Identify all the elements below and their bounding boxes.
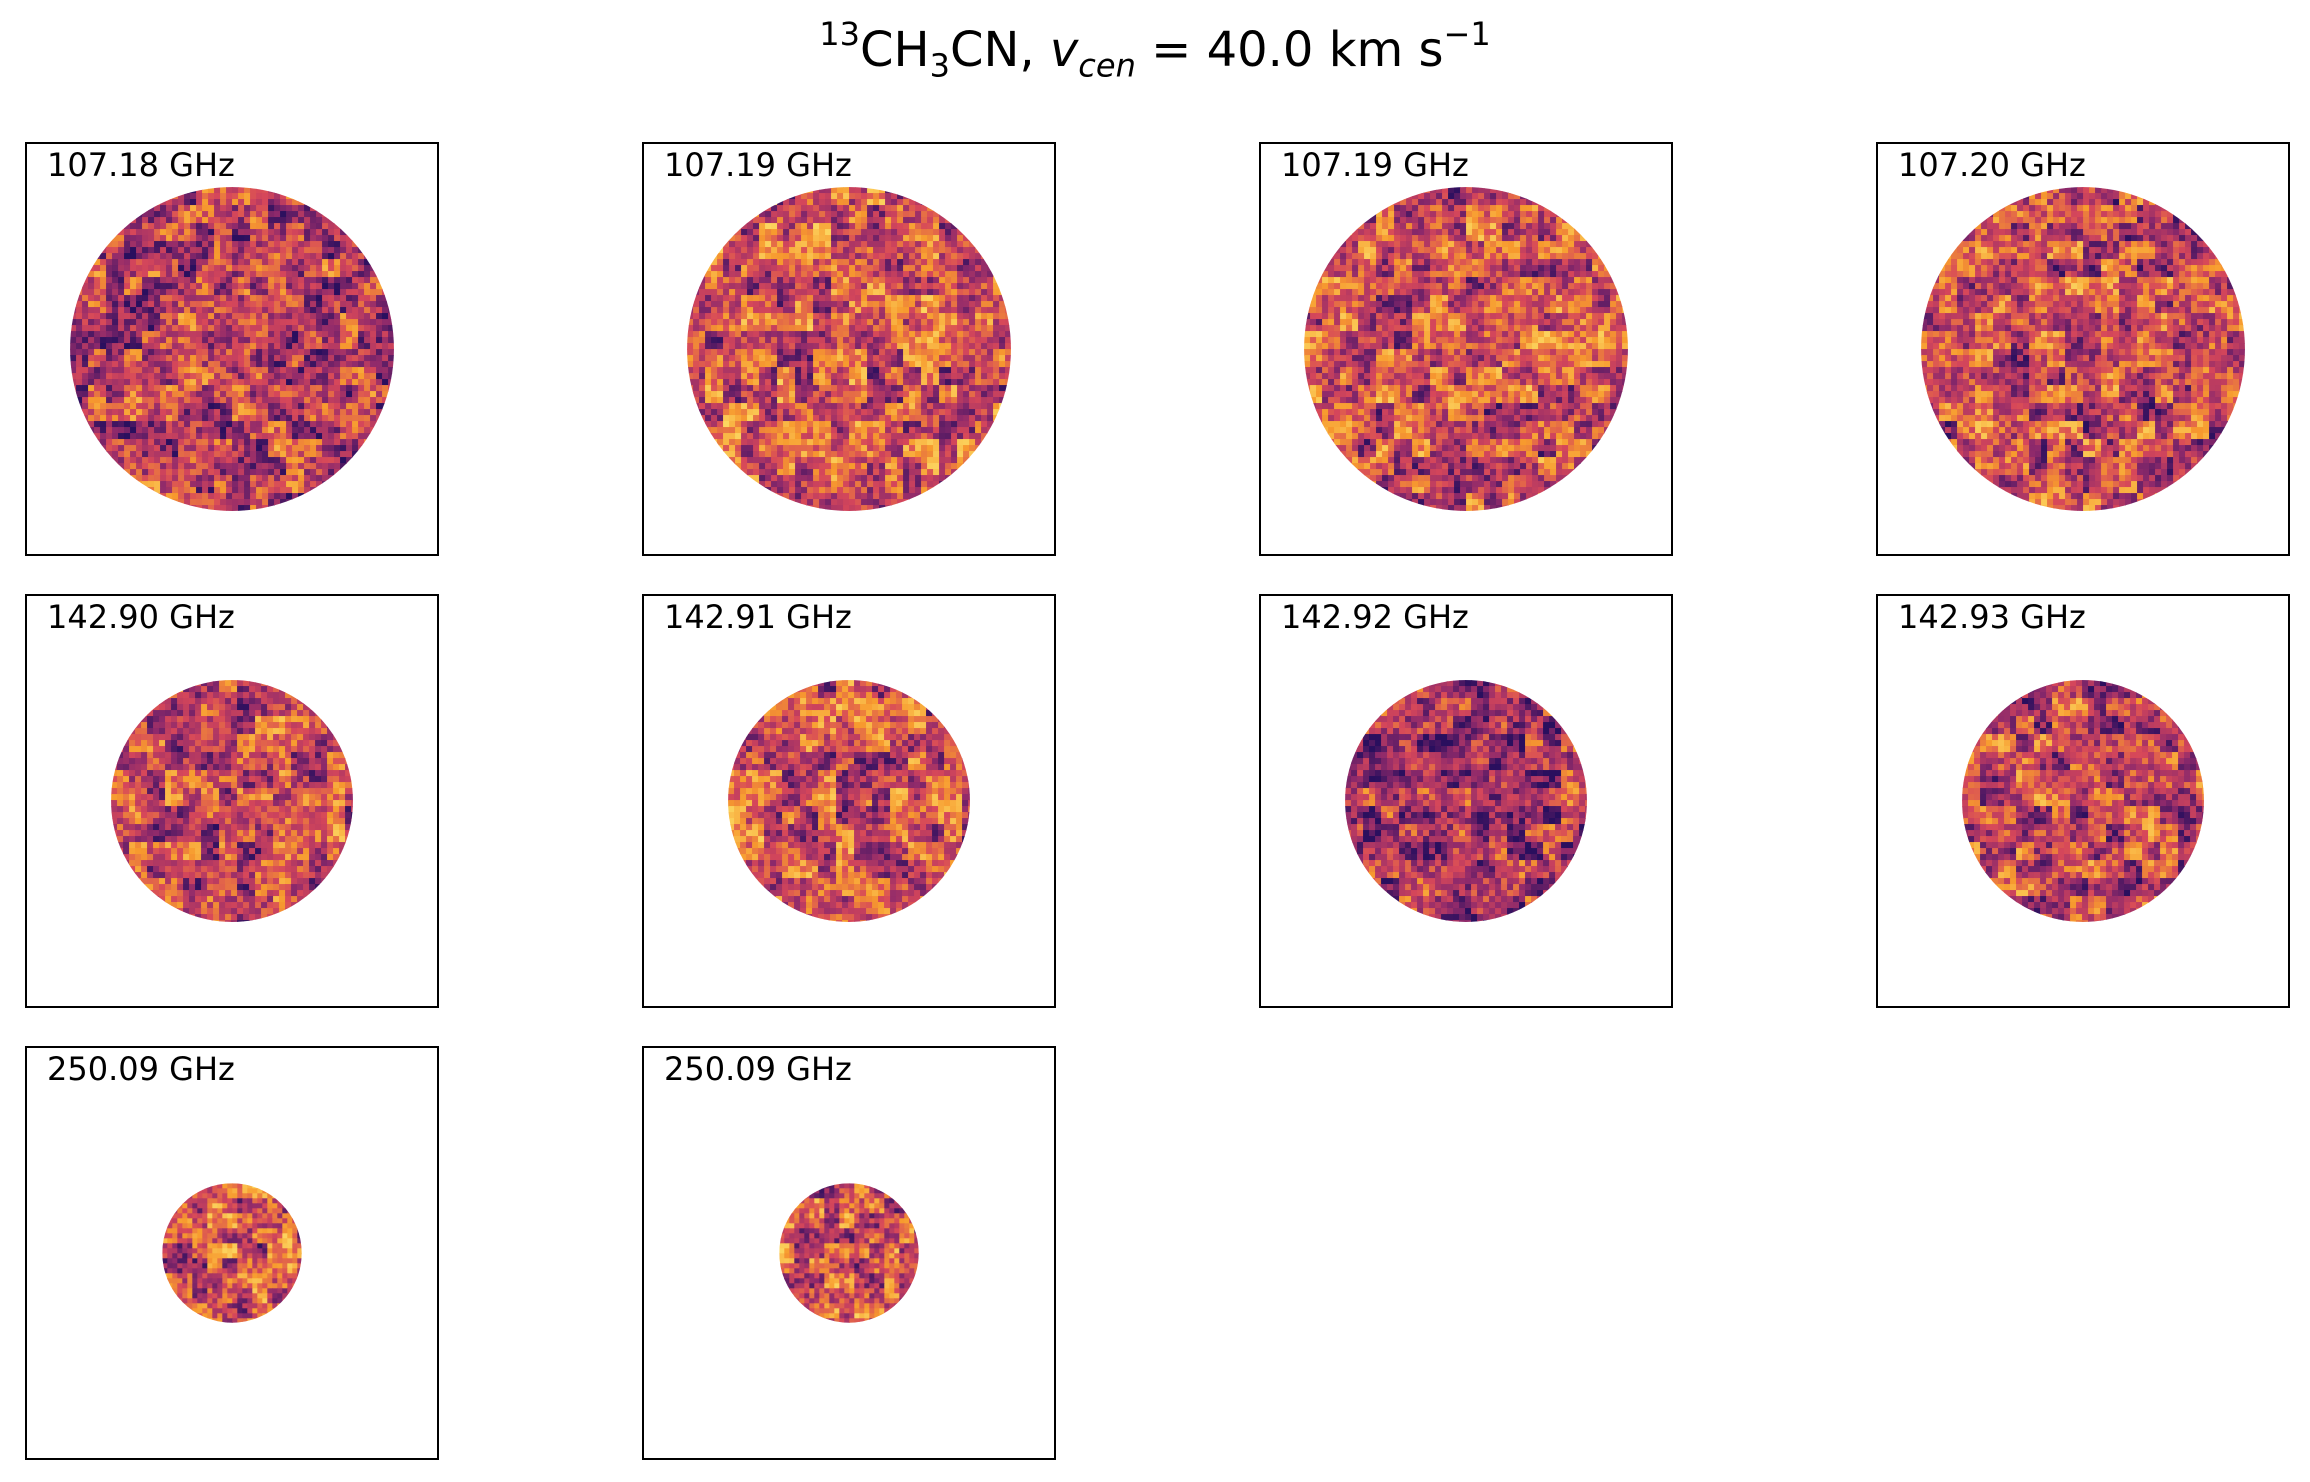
map-panel: 250.09 GHz [25,1046,439,1460]
map-panel: 142.93 GHz [1876,594,2290,1008]
beam-disc [1345,680,1587,922]
map-panel: 142.90 GHz [25,594,439,1008]
intensity-map [728,680,970,922]
title-pre: CH [859,22,930,78]
beam-disc [687,187,1011,511]
panel-frequency-label: 107.18 GHz [47,146,235,184]
map-panel: 250.09 GHz [642,1046,1056,1460]
intensity-map [779,1183,919,1323]
intensity-map [1962,680,2204,922]
figure-title: 13CH3CN, vcen = 40.0 km s−1 [0,18,2310,82]
panel-frequency-label: 107.19 GHz [1281,146,1469,184]
intensity-map [687,187,1011,511]
map-panel: 107.18 GHz [25,142,439,556]
panel-frequency-label: 250.09 GHz [664,1050,852,1088]
title-var: v [1049,22,1079,78]
beam-disc [111,680,353,922]
beam-disc [1962,680,2204,922]
intensity-map [1304,187,1628,511]
title-value: = 40.0 km s [1135,22,1444,78]
map-panel: 107.19 GHz [1259,142,1673,556]
panel-frequency-label: 107.20 GHz [1898,146,2086,184]
panel-frequency-label: 142.90 GHz [47,598,235,636]
intensity-map [1921,187,2245,511]
intensity-map [162,1183,302,1323]
panel-frequency-label: 250.09 GHz [47,1050,235,1088]
beam-disc [1921,187,2245,511]
beam-disc [1304,187,1628,511]
panel-frequency-label: 142.93 GHz [1898,598,2086,636]
beam-disc [728,680,970,922]
map-panel: 142.92 GHz [1259,594,1673,1008]
map-panel: 107.20 GHz [1876,142,2290,556]
intensity-map [1345,680,1587,922]
panel-frequency-label: 142.92 GHz [1281,598,1469,636]
panel-frequency-label: 142.91 GHz [664,598,852,636]
beam-disc [779,1183,919,1323]
map-panel: 107.19 GHz [642,142,1056,556]
title-var-sub: cen [1078,46,1136,85]
beam-disc [70,187,394,511]
intensity-map [70,187,394,511]
title-sub: 3 [929,46,950,85]
title-post: CN, [949,22,1050,78]
title-isotope: 13 [819,15,860,53]
map-panel: 142.91 GHz [642,594,1056,1008]
intensity-map [111,680,353,922]
title-exp: −1 [1443,15,1491,53]
beam-disc [162,1183,302,1323]
panel-frequency-label: 107.19 GHz [664,146,852,184]
